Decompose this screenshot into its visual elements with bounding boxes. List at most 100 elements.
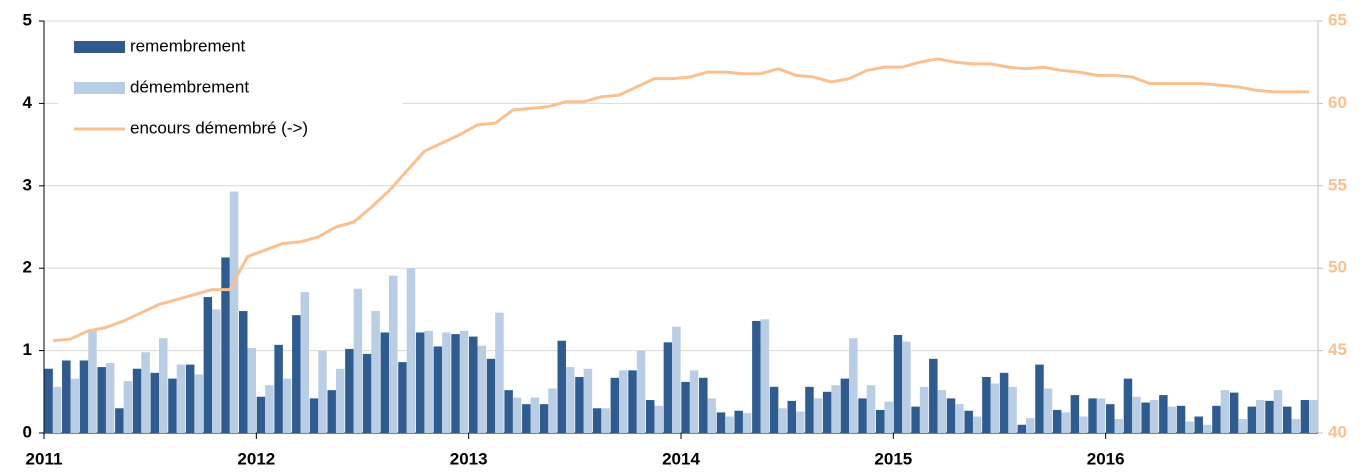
bar (805, 386, 814, 433)
bar (415, 332, 425, 433)
bar (565, 367, 575, 433)
bar (601, 408, 610, 433)
legend-label: démembrement (130, 77, 249, 96)
bar (62, 360, 71, 433)
bar (654, 405, 663, 433)
bar (778, 408, 787, 433)
bar (946, 398, 956, 433)
bar (247, 348, 256, 433)
bar (990, 383, 1000, 433)
bar (831, 385, 840, 433)
y-tick-label: 0 (23, 422, 32, 441)
y2-tick-label: 65 (1328, 10, 1347, 29)
bar (787, 400, 797, 433)
bar (132, 368, 142, 433)
bar (919, 386, 929, 433)
bar (840, 378, 850, 433)
bar (1079, 416, 1088, 433)
y-tick-label: 5 (23, 10, 32, 29)
bar (681, 381, 690, 433)
bar (955, 404, 964, 433)
bar (115, 408, 124, 433)
bar (70, 378, 80, 433)
bar (689, 370, 699, 433)
bar (442, 332, 451, 433)
bar (1256, 400, 1265, 433)
bar (424, 330, 433, 433)
bar (141, 352, 150, 433)
bar (1052, 409, 1062, 433)
bar (760, 319, 770, 433)
bar (663, 342, 673, 433)
bar (636, 350, 646, 433)
bar (1167, 406, 1177, 433)
bar (221, 257, 230, 433)
bar (265, 385, 274, 433)
bar (469, 336, 478, 433)
bar (79, 360, 89, 433)
bar (389, 275, 398, 433)
bar (742, 413, 752, 433)
y-tick-label: 1 (23, 340, 32, 359)
bar (619, 370, 628, 433)
bar (459, 330, 469, 433)
bar (911, 406, 920, 433)
bar (1035, 364, 1044, 433)
bar (512, 397, 522, 433)
bar (1096, 398, 1106, 433)
bar (866, 385, 876, 433)
bar (672, 326, 681, 433)
bar (185, 364, 195, 433)
bar (769, 386, 779, 433)
y2-tick-label: 55 (1328, 175, 1347, 194)
bar (371, 311, 380, 433)
bar (575, 376, 584, 433)
bar (168, 378, 177, 433)
y2-tick-label: 50 (1328, 258, 1347, 277)
bar (1123, 378, 1133, 433)
bar (1088, 398, 1097, 433)
bar (105, 362, 115, 433)
bar (309, 398, 319, 433)
bar (1212, 405, 1221, 433)
bar (1291, 418, 1300, 433)
bar (52, 386, 62, 433)
bar (610, 377, 620, 433)
bar (858, 398, 867, 433)
y2-tick-label: 60 (1328, 93, 1347, 112)
bar (88, 330, 97, 433)
bar (256, 396, 266, 433)
bar (813, 398, 823, 433)
bar (1159, 395, 1168, 433)
bar (1282, 406, 1292, 433)
bar (628, 370, 637, 433)
x-tick-label: 2015 (874, 449, 912, 468)
bar (548, 388, 557, 433)
bar (1309, 400, 1318, 433)
bar (822, 391, 832, 433)
bar (1202, 424, 1212, 433)
bar (796, 411, 805, 433)
y2-tick-label: 40 (1328, 422, 1347, 441)
y-tick-label: 3 (23, 175, 32, 194)
bar (1185, 421, 1194, 433)
bar (477, 345, 487, 433)
bar (592, 408, 602, 433)
bar (203, 297, 213, 433)
bar (1229, 392, 1239, 433)
line (52, 57, 1310, 343)
bar (884, 401, 893, 433)
bar (433, 346, 443, 433)
bar (645, 400, 655, 433)
x-tick-label: 2016 (1087, 449, 1125, 468)
bar (406, 268, 416, 433)
x-tick-label: 2014 (662, 449, 700, 468)
bar (707, 398, 717, 433)
bar (1008, 386, 1017, 433)
bar (522, 404, 531, 433)
bar (292, 315, 301, 433)
bar (159, 338, 168, 433)
bar (1106, 404, 1115, 433)
